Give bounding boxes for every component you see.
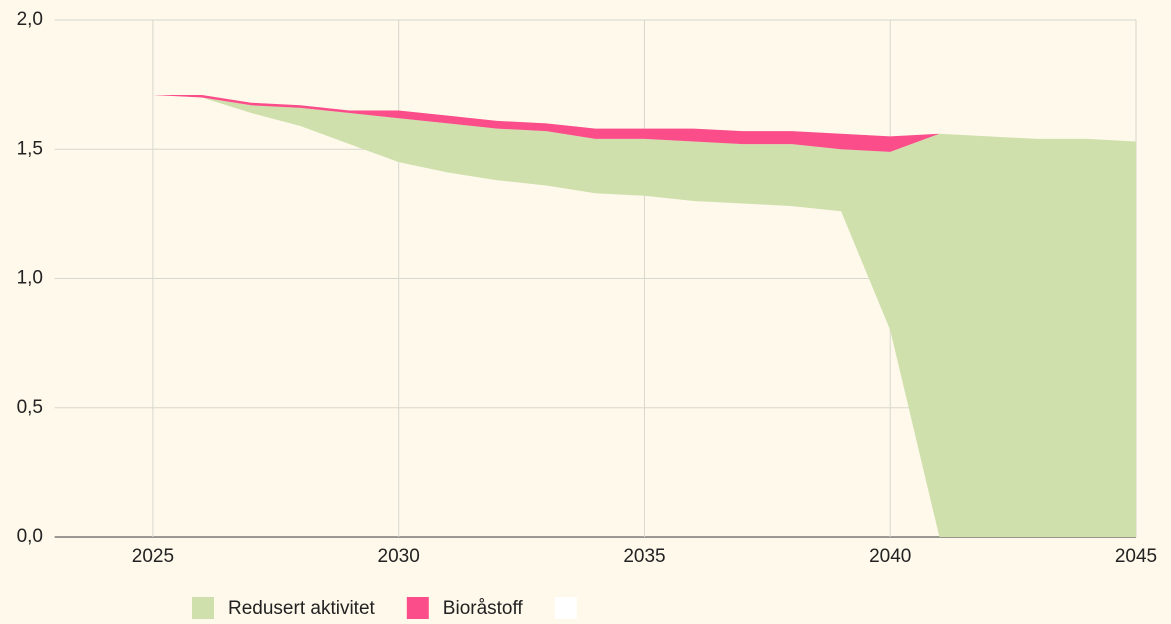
area bbox=[54, 92, 1137, 537]
y-tick-label: 1,5 bbox=[17, 138, 43, 159]
x-tick-label: 2030 bbox=[378, 546, 420, 567]
legend-swatch bbox=[192, 597, 214, 619]
x-tick-label: 2040 bbox=[869, 546, 911, 567]
legend-label: Redusert aktivitet bbox=[228, 598, 376, 619]
area bbox=[54, 92, 1137, 152]
x-tick-label: 2025 bbox=[132, 546, 174, 567]
legend-label: Bioråstoff bbox=[443, 598, 524, 619]
area bbox=[54, 92, 1137, 537]
y-tick-label: 1,0 bbox=[17, 268, 43, 289]
x-tick-label: 2045 bbox=[1115, 546, 1157, 567]
legend-swatch bbox=[406, 597, 429, 619]
y-tick-label: 0,0 bbox=[17, 526, 43, 547]
y-tick-label: 2,0 bbox=[17, 9, 43, 30]
x-tick-label: 2035 bbox=[623, 546, 665, 567]
y-tick-label: 0,5 bbox=[17, 397, 43, 418]
legend-swatch bbox=[554, 597, 577, 619]
